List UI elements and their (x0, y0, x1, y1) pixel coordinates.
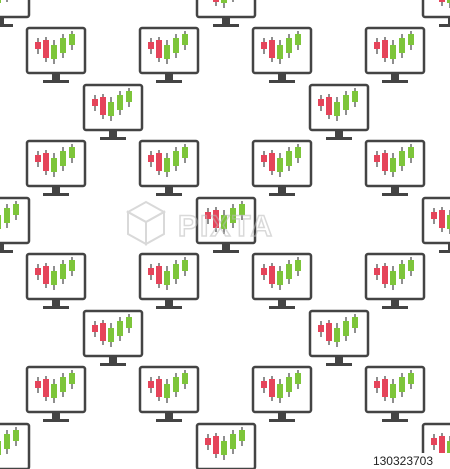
monitor-icon (0, 422, 31, 469)
monitor-icon (195, 0, 257, 29)
monitor-icon (364, 26, 426, 85)
monitor-icon (251, 26, 313, 85)
monitor-icon (421, 0, 450, 29)
monitor-icon (82, 83, 144, 142)
monitor-icon (25, 252, 87, 311)
watermark-brand: PIXTA (178, 210, 274, 243)
monitor-icon (138, 365, 200, 424)
monitor-icon (25, 26, 87, 85)
monitor-icon (0, 0, 31, 29)
monitor-icon (25, 365, 87, 424)
monitor-icon (138, 139, 200, 198)
monitor-icon (364, 365, 426, 424)
monitor-icon (308, 309, 370, 368)
image-id: 130323703 (373, 454, 433, 468)
monitor-icon (82, 309, 144, 368)
monitor-icon (364, 139, 426, 198)
monitor-icon (0, 196, 31, 255)
id-box (356, 453, 450, 469)
monitor-icon (251, 365, 313, 424)
monitor-icon (195, 422, 257, 469)
monitor-icon (308, 83, 370, 142)
monitor-icon (138, 252, 200, 311)
monitor-icon (25, 139, 87, 198)
monitor-icon (364, 252, 426, 311)
watermark: PIXTA (125, 200, 274, 246)
monitor-icon (251, 139, 313, 198)
monitor-icon (421, 196, 450, 255)
monitor-icon (251, 252, 313, 311)
monitor-icon (138, 26, 200, 85)
